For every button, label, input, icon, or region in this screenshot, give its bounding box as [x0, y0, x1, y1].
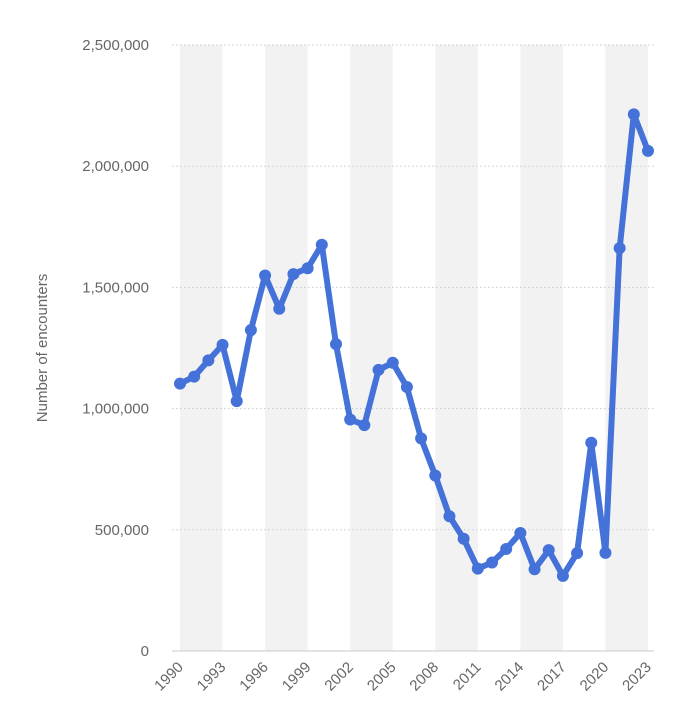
background-band: [265, 45, 308, 651]
y-tick-label: 0: [141, 643, 149, 660]
background-band: [180, 45, 223, 651]
data-point: [443, 510, 456, 523]
data-point: [500, 542, 513, 555]
data-point: [627, 108, 640, 121]
x-tick-label: 2002: [321, 659, 357, 695]
data-point: [244, 324, 257, 337]
data-point: [386, 356, 399, 369]
data-point: [230, 395, 243, 408]
x-tick-label: 2008: [406, 659, 442, 695]
data-point: [599, 546, 612, 559]
x-tick-label: 2023: [619, 659, 655, 695]
series-line: [177, 111, 651, 579]
data-point: [273, 302, 286, 315]
data-point: [344, 413, 357, 426]
data-point: [613, 242, 626, 255]
data-point: [301, 262, 314, 275]
data-point: [400, 381, 413, 394]
data-point: [429, 469, 442, 482]
data-point: [571, 547, 584, 560]
y-tick-label: 1,000,000: [82, 401, 149, 418]
data-point: [642, 144, 654, 157]
data-point: [287, 268, 300, 281]
data-point: [556, 569, 569, 582]
x-tick-label: 2005: [364, 659, 400, 695]
data-point: [528, 563, 541, 576]
data-points: [174, 108, 654, 582]
data-point: [514, 526, 527, 539]
y-tick-label: 2,500,000: [82, 37, 149, 54]
x-tick-labels: 1990 1993 1996 1999 2002 2005 2008 2011 2014 2017…: [151, 659, 655, 695]
x-tick-label: 2011: [450, 659, 485, 694]
x-tick-label: 2017: [534, 659, 570, 695]
y-tick-labels: 0 500,000 1,000,000 1,500,000 2,000,000 2,500…: [82, 37, 149, 660]
x-tick-label: 1990: [151, 659, 187, 695]
data-point: [471, 562, 484, 575]
data-point: [202, 354, 215, 367]
background-band: [350, 45, 393, 651]
data-point: [188, 370, 201, 383]
data-point: [330, 338, 342, 351]
x-tick-label: 1993: [194, 659, 230, 695]
data-point: [585, 436, 598, 449]
x-tick-label: 1996: [236, 659, 272, 695]
data-point: [174, 377, 186, 390]
data-point: [259, 269, 272, 282]
x-tick-label: 2020: [577, 659, 613, 695]
x-tick-label: 1999: [279, 659, 315, 695]
y-tick-label: 2,000,000: [82, 158, 149, 175]
y-axis-title: Number of encounters: [34, 274, 51, 422]
data-point: [486, 556, 498, 569]
data-point: [358, 419, 371, 432]
data-point: [415, 432, 428, 445]
data-point: [216, 338, 229, 351]
data-point: [542, 544, 555, 557]
data-point: [457, 532, 470, 545]
x-tick-label: 2014: [492, 659, 528, 695]
y-tick-label: 500,000: [95, 522, 149, 539]
data-point: [315, 238, 328, 251]
y-tick-label: 1,500,000: [82, 279, 149, 296]
data-point: [372, 363, 385, 376]
